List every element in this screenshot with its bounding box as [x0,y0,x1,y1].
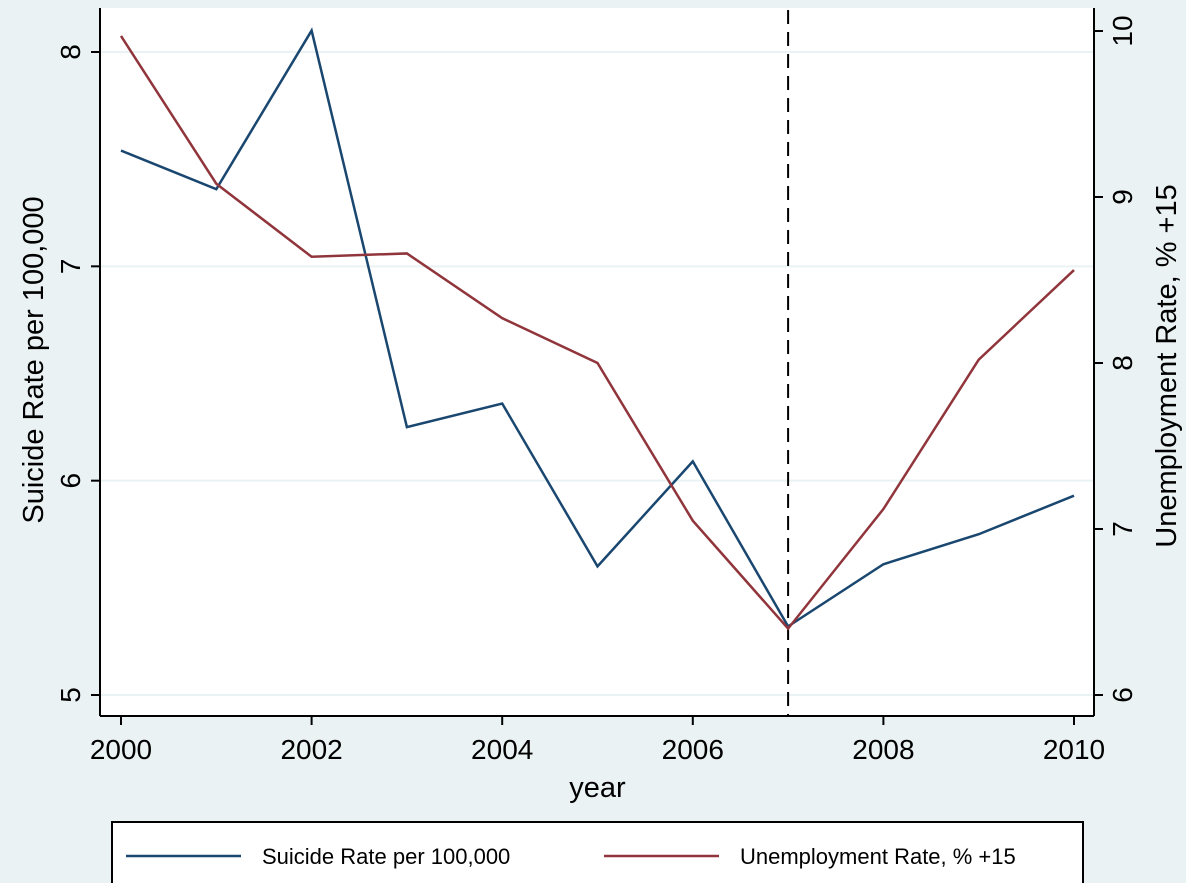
y-left-tick-label-8: 8 [55,44,86,60]
legend-box [111,821,1084,883]
x-tick-label-2004: 2004 [471,734,533,765]
legend: Suicide Rate per 100,000 Unemployment Rat… [111,821,1084,883]
x-tick-label-2006: 2006 [662,734,724,765]
x-tick-label-2000: 2000 [90,734,152,765]
legend-label-1: Unemployment Rate, % +15 [740,844,1016,869]
x-tick-label-2008: 2008 [852,734,914,765]
axis-labels: 2000 2002 2004 2006 2008 2010 5 6 7 8 6 7 8 9 10 year Su… [18,15,1183,804]
y-right-tick-label-9: 9 [1107,189,1138,205]
x-tick-label-2002: 2002 [280,734,342,765]
y-right-tick-label-8: 8 [1107,355,1138,371]
y-left-tick-label-7: 7 [55,259,86,275]
y-left-tick-label-6: 6 [55,473,86,489]
y-right-axis-title: Unemployment Rate, % +15 [1151,184,1183,548]
axes [91,8,1103,725]
y-left-axis-title: Suicide Rate per 100,000 [18,196,50,523]
y-right-tick-label-6: 6 [1107,687,1138,703]
y-right-tick-label-10: 10 [1107,15,1138,46]
grid-lines [101,51,1093,696]
x-tick-label-2010: 2010 [1043,734,1105,765]
y-right-tick-label-7: 7 [1107,521,1138,537]
y-left-tick-label-5: 5 [55,687,86,703]
legend-label-0: Suicide Rate per 100,000 [262,844,510,869]
series-lines [119,10,1075,715]
x-axis-title: year [569,772,626,804]
